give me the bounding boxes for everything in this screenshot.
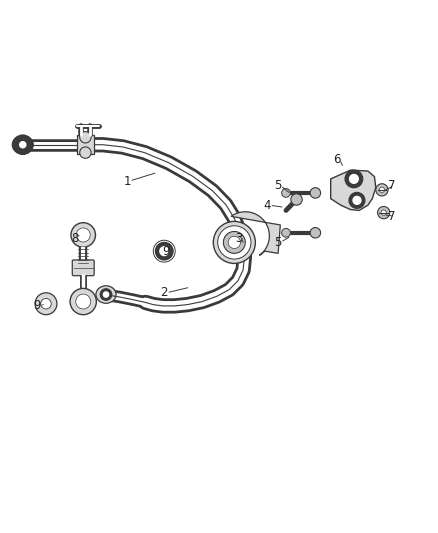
Circle shape bbox=[70, 288, 96, 314]
Circle shape bbox=[353, 197, 361, 204]
Circle shape bbox=[160, 247, 169, 255]
Circle shape bbox=[35, 293, 57, 314]
Circle shape bbox=[282, 229, 290, 237]
Text: 7: 7 bbox=[388, 179, 396, 192]
Circle shape bbox=[378, 206, 390, 219]
Circle shape bbox=[228, 236, 240, 248]
Circle shape bbox=[71, 223, 95, 247]
Circle shape bbox=[376, 184, 388, 196]
Text: 9: 9 bbox=[162, 245, 170, 257]
Circle shape bbox=[41, 298, 51, 309]
Polygon shape bbox=[231, 212, 280, 255]
Circle shape bbox=[223, 231, 245, 253]
Circle shape bbox=[310, 188, 321, 198]
Circle shape bbox=[218, 226, 251, 259]
Text: 9: 9 bbox=[33, 300, 41, 312]
FancyBboxPatch shape bbox=[72, 260, 94, 276]
Circle shape bbox=[76, 294, 91, 309]
Circle shape bbox=[100, 289, 112, 300]
Circle shape bbox=[381, 210, 386, 215]
Circle shape bbox=[213, 221, 255, 263]
Circle shape bbox=[282, 189, 290, 197]
Text: 5: 5 bbox=[275, 236, 282, 249]
Circle shape bbox=[13, 135, 32, 155]
Circle shape bbox=[20, 142, 26, 148]
Polygon shape bbox=[331, 170, 376, 211]
Text: 5: 5 bbox=[275, 179, 282, 192]
Circle shape bbox=[17, 139, 29, 151]
Circle shape bbox=[349, 192, 365, 208]
Text: 3: 3 bbox=[235, 231, 242, 245]
Text: 7: 7 bbox=[388, 209, 396, 223]
Circle shape bbox=[310, 228, 321, 238]
Polygon shape bbox=[77, 135, 94, 154]
Circle shape bbox=[350, 174, 358, 183]
Circle shape bbox=[345, 170, 363, 188]
Text: 1: 1 bbox=[123, 175, 131, 188]
Ellipse shape bbox=[96, 286, 116, 303]
Circle shape bbox=[80, 147, 91, 158]
Circle shape bbox=[76, 228, 90, 242]
Text: 8: 8 bbox=[71, 231, 78, 245]
Text: 4: 4 bbox=[263, 199, 271, 212]
Circle shape bbox=[103, 292, 109, 297]
Circle shape bbox=[18, 140, 28, 150]
Ellipse shape bbox=[12, 135, 33, 154]
Circle shape bbox=[155, 243, 173, 260]
Circle shape bbox=[291, 194, 302, 205]
Circle shape bbox=[379, 187, 385, 192]
Text: 6: 6 bbox=[333, 152, 341, 166]
Text: 2: 2 bbox=[160, 286, 168, 300]
Circle shape bbox=[80, 132, 91, 143]
